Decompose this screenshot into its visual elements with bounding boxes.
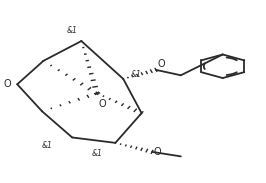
- Text: &1: &1: [131, 70, 142, 79]
- Text: O: O: [3, 79, 11, 89]
- Text: &1: &1: [92, 149, 102, 158]
- Text: &1: &1: [67, 26, 78, 35]
- Text: &1: &1: [42, 141, 53, 150]
- Text: O: O: [153, 147, 161, 157]
- Text: O: O: [157, 59, 165, 69]
- Text: O: O: [98, 99, 106, 109]
